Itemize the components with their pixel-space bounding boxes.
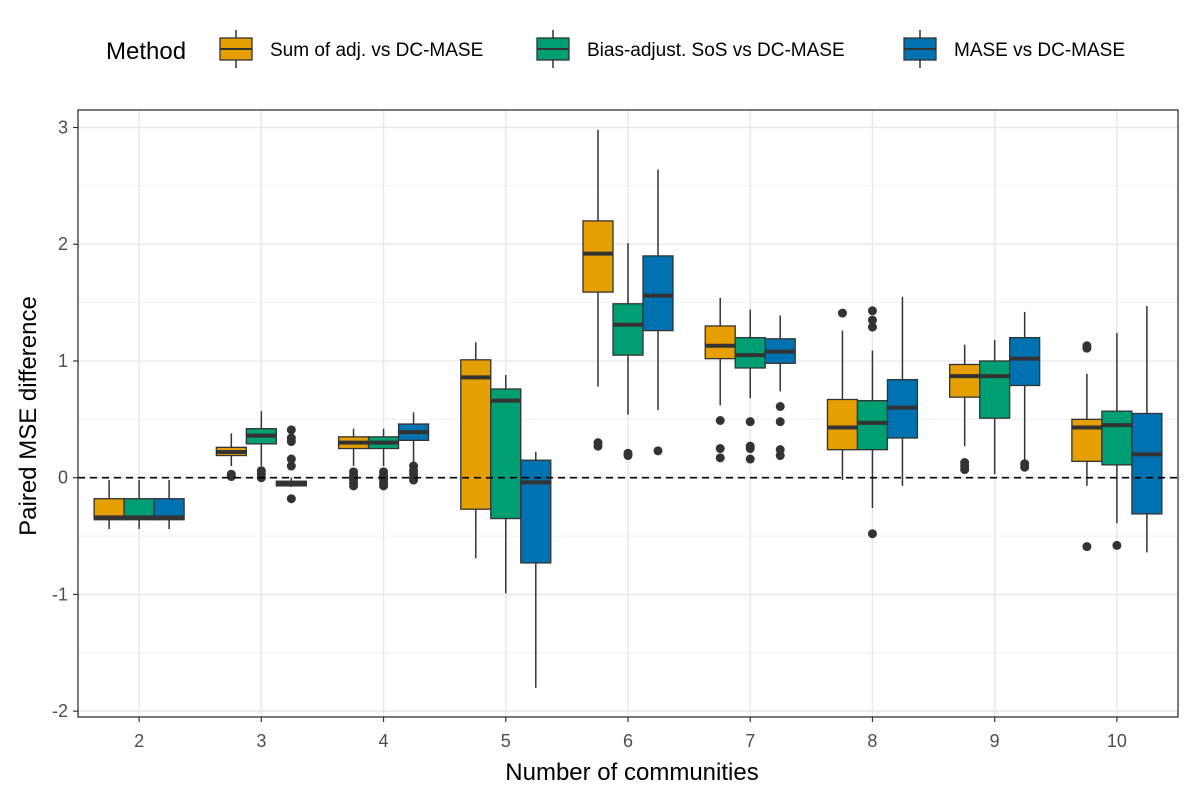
x-tick-label: 7: [745, 731, 755, 751]
legend-label: Bias-adjust. SoS vs DC-MASE: [587, 40, 845, 61]
outlier-point: [1082, 542, 1092, 552]
outlier-point: [286, 425, 296, 435]
x-tick-label: 8: [867, 731, 877, 751]
series-group: [93, 129, 1103, 559]
outlier-point: [349, 467, 359, 477]
legend-label: Sum of adj. vs DC-MASE: [270, 40, 483, 61]
legend-item: Sum of adj. vs DC-MASE: [219, 30, 483, 68]
box: [1009, 336, 1041, 387]
y-axis-title: Paired MSE difference: [15, 296, 42, 536]
outlier-point: [593, 438, 603, 448]
box: [979, 360, 1011, 419]
box: [490, 388, 522, 520]
box: [949, 363, 981, 398]
outlier-point: [960, 458, 970, 468]
outlier-point: [775, 417, 785, 427]
legend-item: Bias-adjust. SoS vs DC-MASE: [536, 30, 845, 68]
outlier-point: [867, 529, 877, 539]
y-tick-label: 3: [58, 118, 68, 138]
y-tick-label: -2: [52, 701, 68, 721]
outlier-point: [379, 467, 389, 477]
outlier-point: [1082, 341, 1092, 351]
outlier-point: [286, 454, 296, 464]
box: [582, 220, 614, 293]
outlier-point: [775, 401, 785, 411]
outlier-point: [745, 441, 755, 451]
outlier-point: [775, 445, 785, 455]
y-tick-label: 2: [58, 234, 68, 254]
panel-border: [77, 109, 1179, 718]
box: [704, 325, 736, 360]
legend: Method Sum of adj. vs DC-MASE Bias-adjust…: [106, 30, 1125, 68]
series-group: [123, 243, 1133, 594]
outlier-point: [1020, 459, 1030, 469]
x-tick-label: 9: [990, 731, 1000, 751]
legend-title: Method: [106, 38, 186, 65]
outlier-point: [1112, 540, 1122, 550]
x-tick-label: 10: [1107, 731, 1127, 751]
outlier-point: [286, 461, 296, 471]
outlier-point: [286, 494, 296, 504]
box: [460, 359, 492, 510]
outlier-point: [867, 306, 877, 316]
x-tick-label: 5: [501, 731, 511, 751]
outlier-point: [653, 446, 663, 456]
outlier-point: [286, 433, 296, 443]
y-tick-label: 1: [58, 351, 68, 371]
outlier-point: [867, 315, 877, 325]
legend-label: MASE vs DC-MASE: [954, 40, 1125, 61]
outlier-point: [715, 444, 725, 454]
y-tick-label: 0: [58, 468, 68, 488]
outlier-point: [745, 454, 755, 464]
box: [612, 303, 644, 356]
box: [153, 498, 185, 521]
outlier-point: [715, 453, 725, 463]
x-tick-label: 6: [623, 731, 633, 751]
x-tick-label: 4: [379, 731, 389, 751]
outlier-point: [715, 416, 725, 426]
plot-panel: -2 -1 0 1 2 3 2 3 4 5 6 7 8 9 10: [52, 109, 1179, 751]
outlier-point: [623, 448, 633, 458]
x-tick-label: 3: [256, 731, 266, 751]
outlier-point: [867, 322, 877, 332]
box: [826, 398, 859, 451]
x-tick-label: 2: [134, 731, 144, 751]
box: [734, 336, 766, 369]
outlier-point: [256, 466, 266, 476]
outlier-point: [226, 469, 236, 479]
box: [1101, 410, 1133, 466]
y-tick-label: -1: [52, 584, 68, 604]
x-axis-title: Number of communities: [505, 759, 758, 786]
outlier-point: [745, 417, 755, 427]
outlier-point: [837, 308, 847, 318]
legend-item: MASE vs DC-MASE: [903, 30, 1125, 68]
box: [1131, 412, 1163, 515]
box: [520, 459, 552, 564]
outlier-point: [409, 461, 419, 471]
box: [642, 255, 674, 332]
box: [856, 400, 889, 451]
